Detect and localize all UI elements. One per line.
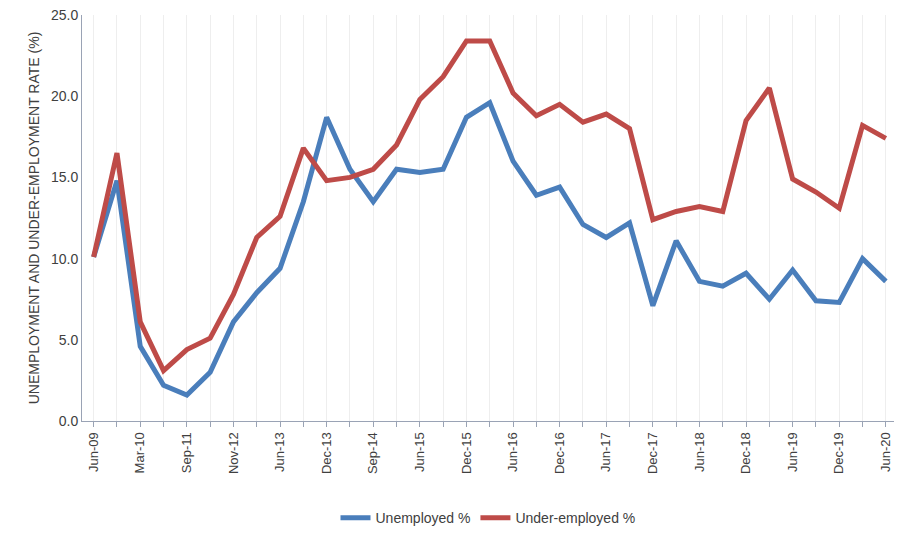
svg-text:Nov-12: Nov-12 (226, 432, 241, 474)
svg-text:Jun-18: Jun-18 (692, 432, 707, 472)
svg-text:Jun-20: Jun-20 (878, 432, 893, 472)
svg-text:UNEMPLOYMENT AND UNDER-EMPLOYM: UNEMPLOYMENT AND UNDER-EMPLOYMENT RATE (… (26, 32, 42, 405)
svg-text:10.0: 10.0 (51, 251, 78, 267)
svg-text:25.0: 25.0 (51, 7, 78, 23)
svg-text:Sep-11: Sep-11 (179, 432, 194, 473)
svg-text:Dec-15: Dec-15 (459, 432, 474, 474)
svg-text:Dec-16: Dec-16 (552, 432, 567, 474)
svg-text:Mar-10: Mar-10 (132, 432, 147, 473)
svg-text:5.0: 5.0 (59, 332, 79, 348)
svg-text:0.0: 0.0 (59, 413, 79, 429)
svg-text:Jun-13: Jun-13 (272, 432, 287, 472)
svg-text:20.0: 20.0 (51, 88, 78, 104)
svg-text:Dec-18: Dec-18 (738, 432, 753, 474)
svg-text:15.0: 15.0 (51, 169, 78, 185)
svg-text:Jun-19: Jun-19 (785, 432, 800, 472)
svg-text:Jun-15: Jun-15 (412, 432, 427, 472)
svg-text:Jun-16: Jun-16 (505, 432, 520, 472)
svg-text:Dec-13: Dec-13 (319, 432, 334, 474)
svg-text:Under-employed %: Under-employed % (515, 510, 635, 526)
svg-text:Jun-17: Jun-17 (598, 432, 613, 472)
svg-text:Jun-09: Jun-09 (86, 432, 101, 472)
svg-text:Sep-14: Sep-14 (365, 432, 380, 474)
svg-text:Dec-17: Dec-17 (645, 432, 660, 474)
svg-text:Unemployed %: Unemployed % (376, 510, 471, 526)
svg-text:Dec-19: Dec-19 (831, 432, 846, 474)
